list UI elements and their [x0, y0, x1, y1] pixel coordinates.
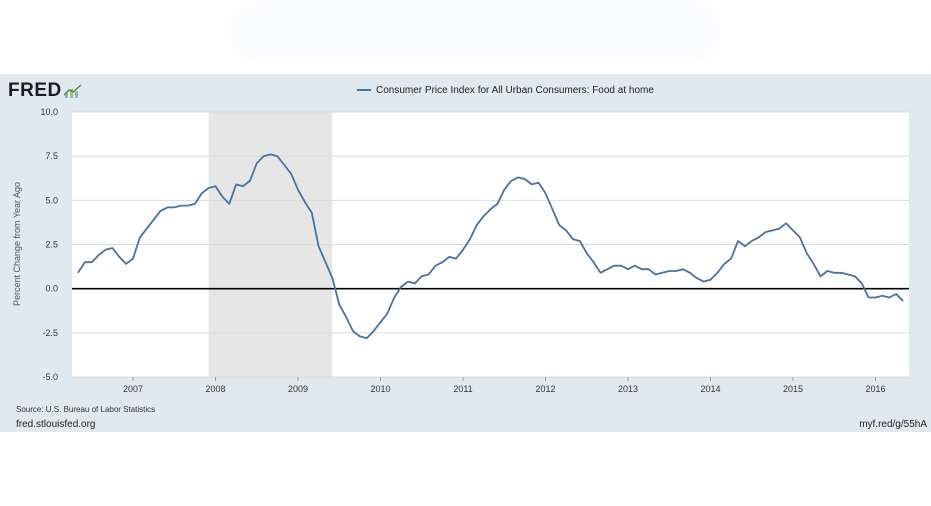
x-tick-label: 2014: [700, 384, 720, 394]
short-link[interactable]: myf.red/g/55hA: [859, 419, 927, 430]
x-tick-label: 2009: [288, 384, 308, 394]
y-tick-label: 2.5: [45, 240, 58, 250]
y-tick-label: 7.5: [45, 151, 58, 161]
y-tick-label: -2.5: [42, 328, 58, 338]
x-tick-label: 2011: [453, 384, 472, 394]
legend-swatch: [357, 89, 371, 91]
x-tick-label: 2008: [205, 384, 225, 394]
series-line: [77, 153, 904, 340]
line-chart: -5.0 -2.5 0.0 2.5 5.0 7.5 10.0 2007 2008 2009 201…: [12, 107, 909, 394]
site-link[interactable]: fred.stlouisfed.org: [16, 419, 96, 430]
y-tick-label: 0.0: [45, 284, 58, 294]
y-tick-label: 10.0: [40, 107, 58, 117]
fred-chart-panel: FRED Consumer Price Index for All Urban …: [0, 74, 931, 432]
background-glare: [230, 0, 720, 62]
y-axis-label: Percent Change from Year Ago: [12, 182, 22, 306]
x-tick-label: 2007: [123, 384, 143, 394]
legend-label: Consumer Price Index for All Urban Consu…: [376, 84, 654, 96]
chart-legend: Consumer Price Index for All Urban Consu…: [357, 83, 654, 97]
chart-line-icon: [63, 84, 82, 98]
x-tick-label: 2016: [865, 384, 885, 394]
x-tick-label: 2012: [535, 384, 555, 394]
y-tick-label: -5.0: [42, 372, 58, 382]
x-tick-label: 2013: [618, 384, 638, 394]
y-tick-label: 5.0: [45, 195, 58, 205]
x-tick-label: 2015: [783, 384, 803, 394]
fred-logo[interactable]: FRED: [8, 80, 82, 102]
source-note: Source: U.S. Bureau of Labor Statistics: [16, 405, 156, 414]
fred-logo-text: FRED: [8, 80, 62, 101]
x-tick-label: 2010: [370, 384, 390, 394]
